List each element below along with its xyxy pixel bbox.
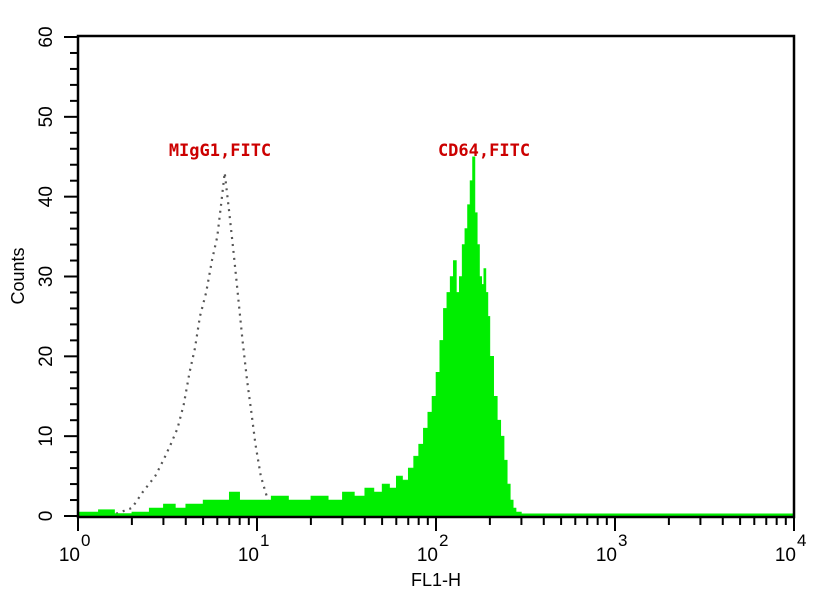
x-axis-title: FL1-H [411, 570, 461, 590]
svg-text:10: 10 [59, 545, 80, 566]
x-tick-label: 104 [775, 531, 807, 566]
x-tick-label: 100 [59, 531, 91, 566]
y-tick-label: 40 [36, 186, 57, 207]
cd64-histogram [77, 156, 794, 517]
annotation-label: MIgG1,FITC [169, 141, 271, 161]
svg-text:10: 10 [775, 545, 796, 566]
y-tick-label: 60 [36, 26, 57, 47]
svg-text:3: 3 [618, 531, 627, 550]
svg-text:10: 10 [596, 545, 617, 566]
x-tick-label: 102 [417, 531, 449, 566]
svg-text:2: 2 [439, 531, 448, 550]
svg-text:10: 10 [238, 545, 259, 566]
svg-text:4: 4 [797, 531, 806, 550]
svg-text:1: 1 [260, 531, 269, 550]
svg-text:0: 0 [81, 531, 90, 550]
y-tick-label: 50 [36, 106, 57, 127]
annotations: MIgG1,FITC CD64,FITC [169, 141, 530, 161]
y-axis: 0 10 20 30 40 50 60 [36, 26, 78, 521]
annotation-label: CD64,FITC [438, 141, 530, 161]
x-tick-label: 103 [596, 531, 628, 566]
y-tick-label: 0 [36, 511, 57, 522]
svg-text:10: 10 [417, 545, 438, 566]
x-tick-label: 101 [238, 531, 270, 566]
y-tick-label: 20 [36, 346, 57, 367]
y-tick-label: 10 [36, 426, 57, 447]
plot-series [77, 156, 794, 518]
y-axis-title: Counts [8, 247, 28, 304]
migg1-histogram [109, 172, 279, 518]
y-tick-label: 30 [36, 266, 57, 287]
